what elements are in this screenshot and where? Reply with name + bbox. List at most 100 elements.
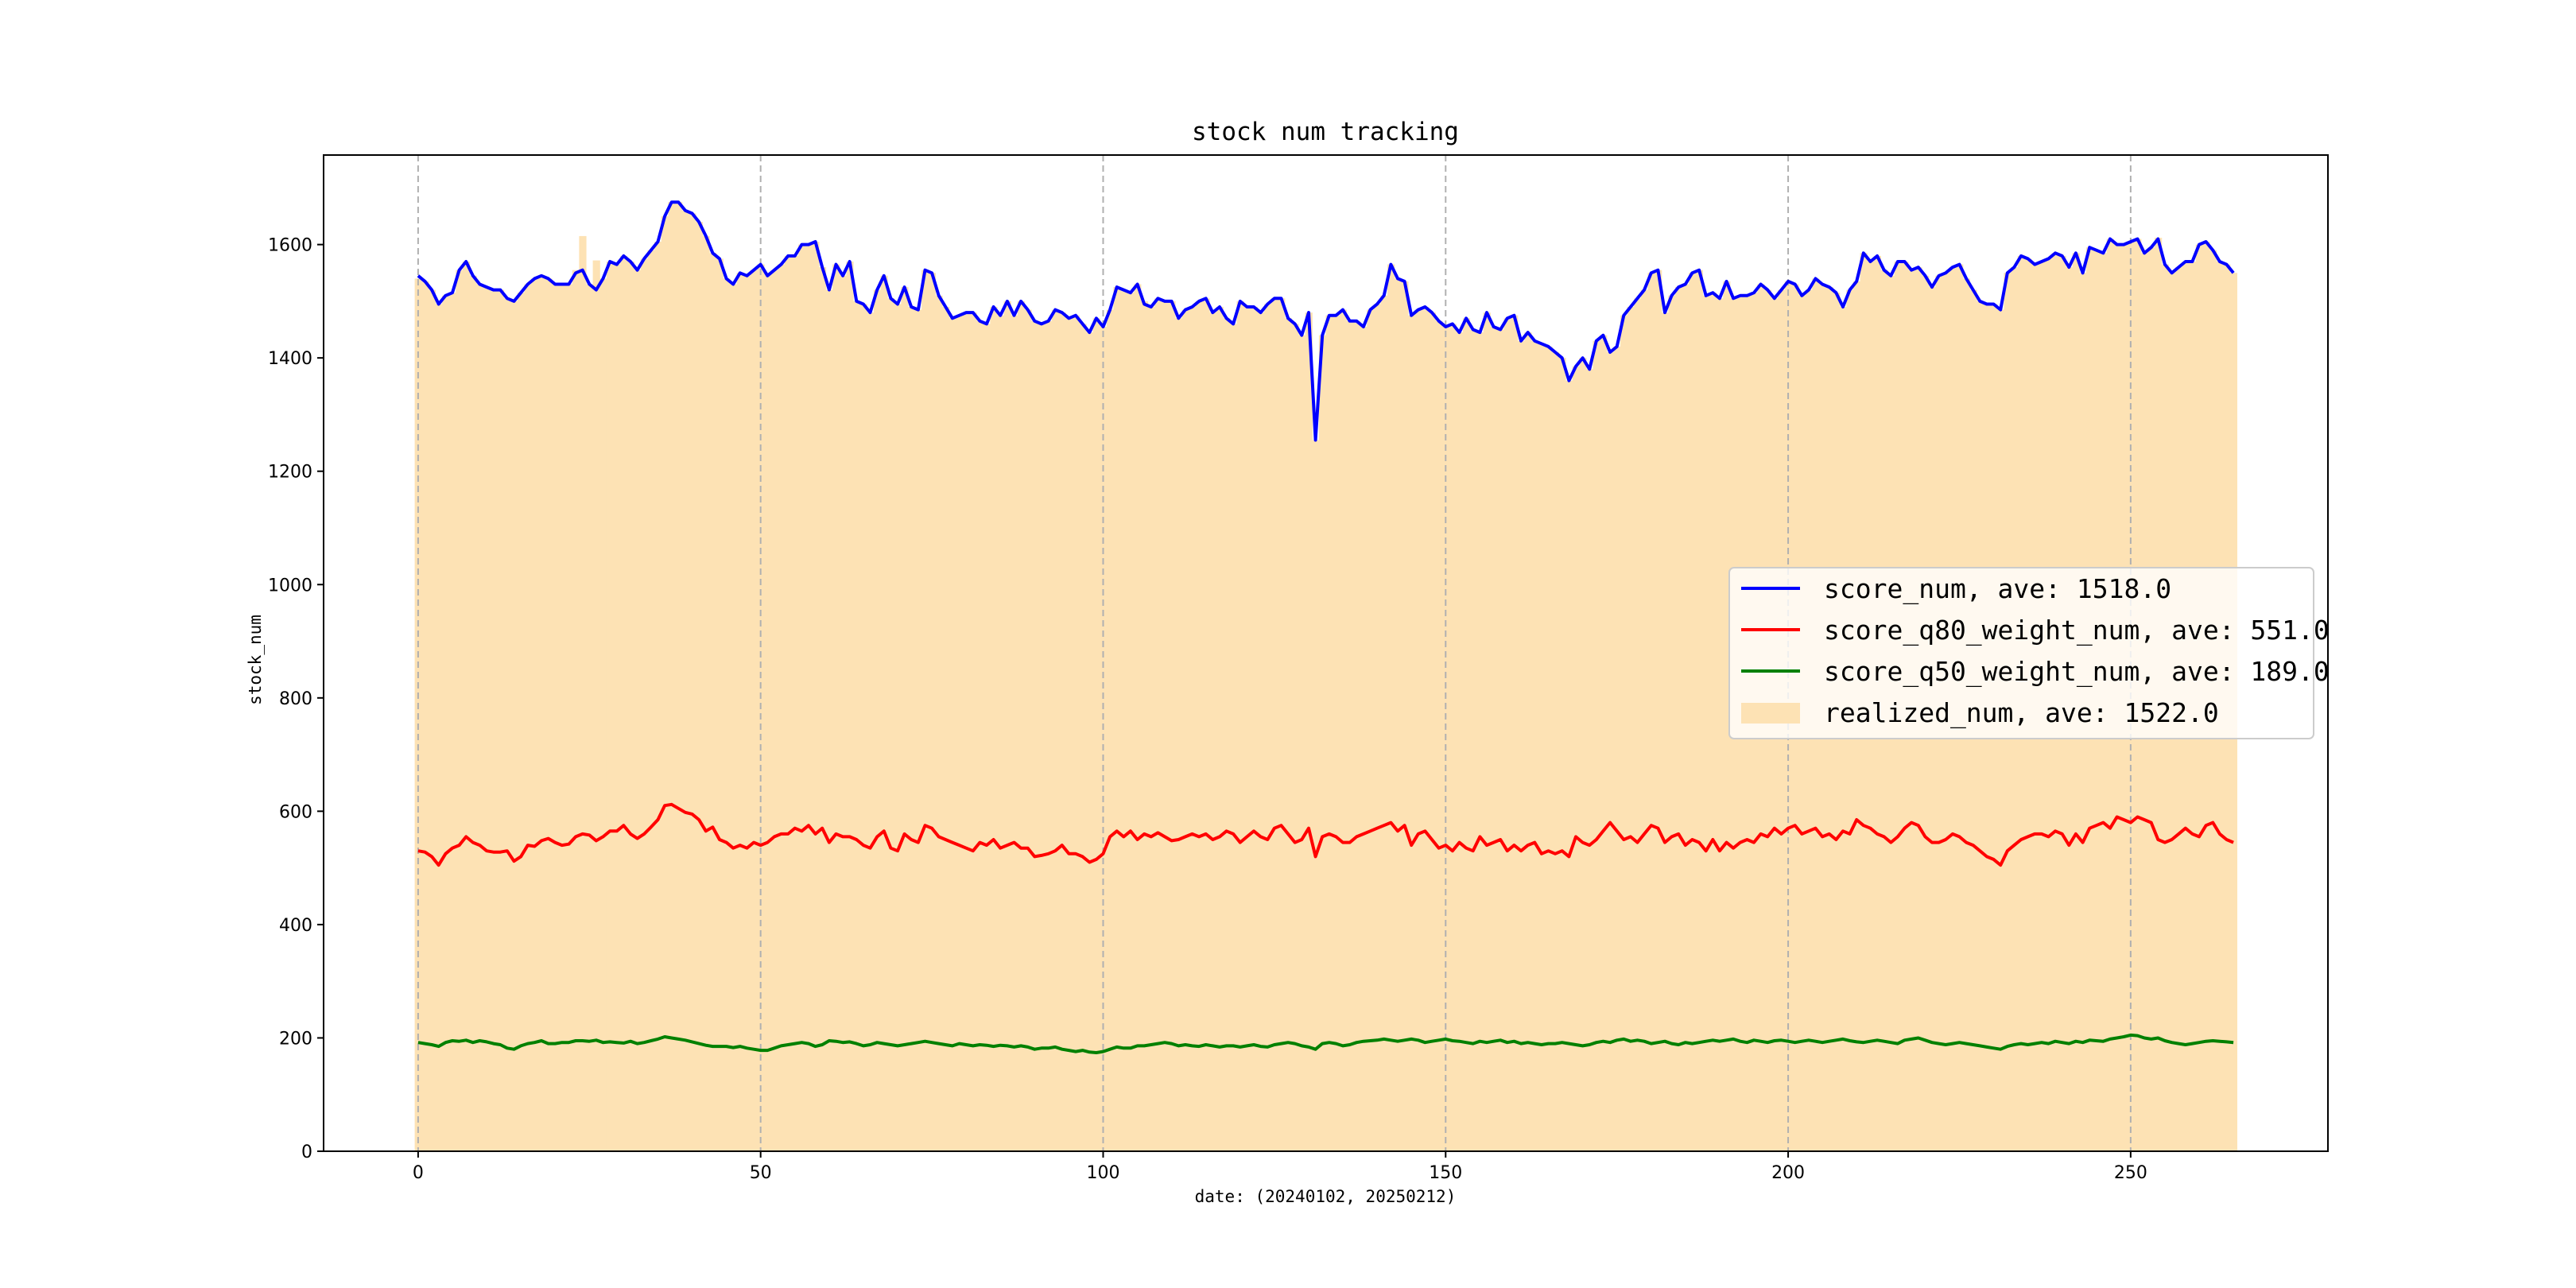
realized-bar [634, 270, 642, 1152]
realized-bar [661, 215, 669, 1152]
realized-bar [1325, 315, 1333, 1151]
realized-bar [1134, 284, 1142, 1151]
realized-bar [1558, 358, 1566, 1151]
realized-bar [770, 270, 778, 1152]
realized-bar [1517, 340, 1525, 1151]
realized-bar [1490, 326, 1498, 1152]
realized-bar [1456, 332, 1464, 1152]
realized-bar [949, 318, 956, 1151]
realized-bar [428, 289, 436, 1151]
realized-bar [723, 278, 731, 1152]
realized-bar [1551, 352, 1560, 1151]
realized-bar [1373, 304, 1382, 1152]
y-tick-label: 1000 [268, 576, 312, 596]
realized-bar [709, 253, 717, 1151]
realized-bar [859, 304, 867, 1152]
realized-bar [873, 289, 882, 1151]
realized-bar [1339, 309, 1347, 1151]
y-tick-label: 1600 [268, 236, 312, 256]
realized-bar [867, 312, 875, 1151]
x-axis-ticks: 0 50 100 150 200 250 [413, 1151, 2147, 1183]
y-tick-label: 1200 [268, 463, 312, 483]
realized-bar [462, 261, 471, 1151]
realized-bar [599, 278, 607, 1152]
realized-bar [1243, 307, 1251, 1152]
realized-bar [1045, 320, 1053, 1151]
realized-bar [1271, 298, 1278, 1151]
realized-bar [1634, 298, 1642, 1151]
y-tick-label: 200 [279, 1029, 312, 1049]
realized-bar [1387, 264, 1395, 1152]
realized-bar [476, 284, 484, 1151]
realized-bar [565, 284, 573, 1151]
y-tick-label: 400 [279, 916, 312, 936]
realized-bar [1058, 312, 1066, 1151]
realized-bar [743, 275, 751, 1152]
realized-bar [503, 298, 511, 1151]
realized-bar [1422, 307, 1430, 1152]
realized-bar [1682, 284, 1690, 1151]
realized-bar [1545, 346, 1553, 1151]
realized-bar [1593, 340, 1600, 1151]
y-tick-label: 1400 [268, 349, 312, 369]
realized-bar [1511, 315, 1519, 1151]
realized-bar [1360, 326, 1368, 1152]
realized-bar [1195, 301, 1204, 1152]
realized-bar [1674, 287, 1683, 1151]
realized-bar [887, 298, 895, 1151]
realized-bar [1647, 273, 1655, 1152]
realized-bar [935, 295, 943, 1151]
x-tick-label: 50 [750, 1163, 772, 1183]
realized-bar [1469, 329, 1477, 1152]
y-tick-label: 0 [301, 1143, 312, 1162]
legend: score_num, ave: 1518.0 score_q80_weight_n… [1728, 567, 2330, 739]
realized-bar [421, 281, 429, 1151]
realized-bar [983, 324, 991, 1152]
realized-bar [805, 244, 813, 1152]
score-num-legend-label: score_num, ave: 1518.0 [1824, 573, 2171, 605]
realized-bar [1318, 335, 1327, 1152]
realized-bar [1263, 304, 1272, 1152]
realized-bar [469, 275, 477, 1152]
realized-bar [1017, 301, 1026, 1152]
realized-bar [517, 293, 526, 1151]
realized-bar [702, 235, 710, 1151]
realized-bar [716, 258, 724, 1151]
realized-bar [880, 275, 888, 1152]
realized-bar [1223, 318, 1231, 1151]
score-q80-weight-num-legend-label: score_q80_weight_num, ave: 551.0 [1824, 615, 2330, 646]
realized-bar [1565, 380, 1573, 1151]
realized-bar [1352, 320, 1361, 1151]
realized-bar [681, 210, 689, 1152]
realized-bar [1709, 293, 1717, 1151]
realized-bar [579, 235, 587, 1151]
realized-bar [1106, 309, 1115, 1151]
realized-bar [510, 301, 518, 1152]
realized-bar [1202, 298, 1210, 1151]
y-tick-label: 800 [279, 689, 312, 709]
realized-bar [894, 304, 902, 1152]
realized-bar [996, 315, 1005, 1151]
realized-bar [1435, 320, 1443, 1151]
realized-bar [442, 295, 450, 1151]
score-q50-weight-num-legend-label: score_q50_weight_num, ave: 189.0 [1824, 656, 2330, 688]
realized-bar [1024, 309, 1032, 1151]
realized-bar [524, 284, 532, 1151]
realized-bar [1640, 289, 1649, 1151]
realized-bar [736, 273, 744, 1152]
realized-bar [1462, 318, 1471, 1151]
realized-bar [990, 307, 998, 1152]
realized-bar [812, 242, 820, 1151]
realized-bar [1011, 315, 1018, 1151]
realized-bar [1702, 295, 1710, 1151]
realized-bar [620, 255, 628, 1151]
realized-bar [1572, 366, 1580, 1151]
x-tick-label: 250 [2114, 1163, 2147, 1183]
realized-bar [962, 312, 971, 1151]
realized-bar [1414, 309, 1422, 1151]
realized-bar [784, 255, 793, 1151]
realized-bar [545, 278, 553, 1152]
realized-bar [839, 275, 847, 1152]
realized-bar [1600, 335, 1608, 1152]
